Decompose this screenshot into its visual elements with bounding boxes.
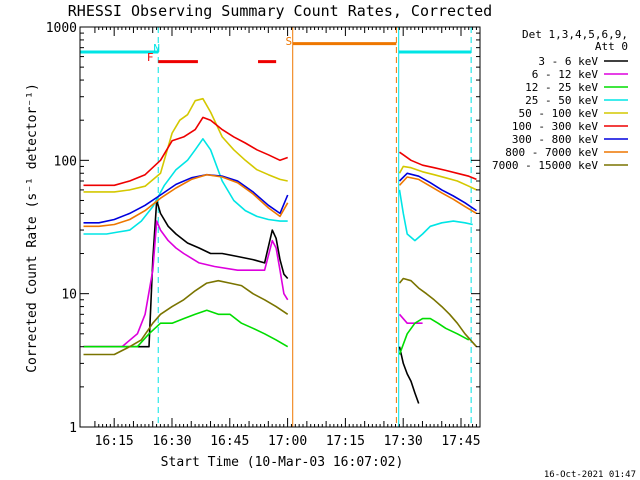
chart-title: RHESSI Observing Summary Count Rates, Co… — [68, 2, 492, 20]
series-line-2-segment-0 — [83, 309, 289, 348]
x-tick-label-0: 16:15 — [95, 434, 134, 449]
series-line-1-segment-0 — [83, 220, 289, 348]
series-line-4-segment-0 — [83, 97, 288, 193]
series-line-8-segment-1 — [398, 277, 478, 348]
series-line-6-segment-0 — [83, 173, 289, 224]
footer-timestamp: 16-Oct-2021 01:47 — [544, 470, 636, 480]
y-tick-label-1: 10 — [61, 288, 77, 303]
y-tick-label-2: 100 — [54, 154, 77, 169]
y-axis-label: Corrected Count Rate (s⁻¹ detector⁻¹) — [25, 83, 40, 373]
axes-layer: 1 10 100 1000 16:15 16:30 16:45 17:00 17:15 17:30… — [46, 21, 481, 449]
flag-annotation-s: S — [286, 35, 293, 48]
x-tick-label-3: 17:00 — [268, 434, 307, 449]
legend-label-4: 50 - 100 keV — [519, 107, 599, 120]
y-tick-label-0: 1 — [69, 421, 77, 436]
y-tick-label-3: 1000 — [46, 21, 77, 36]
series-line-1-segment-1 — [398, 313, 423, 325]
series-line-7-segment-0 — [83, 173, 289, 228]
series-line-3-segment-0 — [83, 138, 288, 235]
series-line-8-segment-0 — [83, 279, 289, 356]
x-axis-label: Start Time (10-Mar-03 16:07:02) — [161, 455, 404, 470]
legend-label-0: 3 - 6 keV — [538, 55, 598, 68]
legend-label-5: 100 - 300 keV — [512, 120, 598, 133]
series-line-2-segment-1 — [398, 317, 470, 355]
legend-label-1: 6 - 12 keV — [532, 68, 599, 81]
flag-layer: NF S — [79, 27, 472, 427]
legend-header-line-1: Att 0 — [595, 40, 628, 53]
plot-frame — [79, 26, 481, 428]
series-line-6-segment-1 — [398, 172, 477, 212]
series-line-7-segment-1 — [398, 176, 477, 215]
x-tick-label-6: 17:45 — [441, 434, 480, 449]
series-line-5-segment-0 — [83, 116, 288, 187]
series-line-4-segment-1 — [398, 165, 477, 191]
series-line-0-segment-0 — [83, 199, 289, 348]
legend-label-8: 7000 - 15000 keV — [492, 159, 598, 172]
x-tick-label-4: 17:15 — [326, 434, 365, 449]
flag-annotation-f: F — [147, 51, 154, 64]
x-tick-label-5: 17:30 — [384, 434, 423, 449]
series-line-0-segment-1 — [398, 346, 420, 404]
series-line-5-segment-1 — [399, 151, 477, 181]
legend-header-line-0: Det 1,3,4,5,6,9, — [522, 28, 628, 41]
x-tick-label-1: 16:30 — [152, 434, 191, 449]
flag-annotation-n: N — [153, 42, 160, 55]
legend-label-2: 12 - 25 keV — [525, 81, 598, 94]
legend-label-6: 300 - 800 keV — [512, 133, 598, 146]
series-layer — [83, 97, 478, 404]
legend-label-3: 25 - 50 keV — [525, 94, 598, 107]
legend-label-7: 800 - 7000 keV — [505, 146, 598, 159]
x-tick-label-2: 16:45 — [210, 434, 249, 449]
series-line-3-segment-1 — [398, 189, 473, 242]
